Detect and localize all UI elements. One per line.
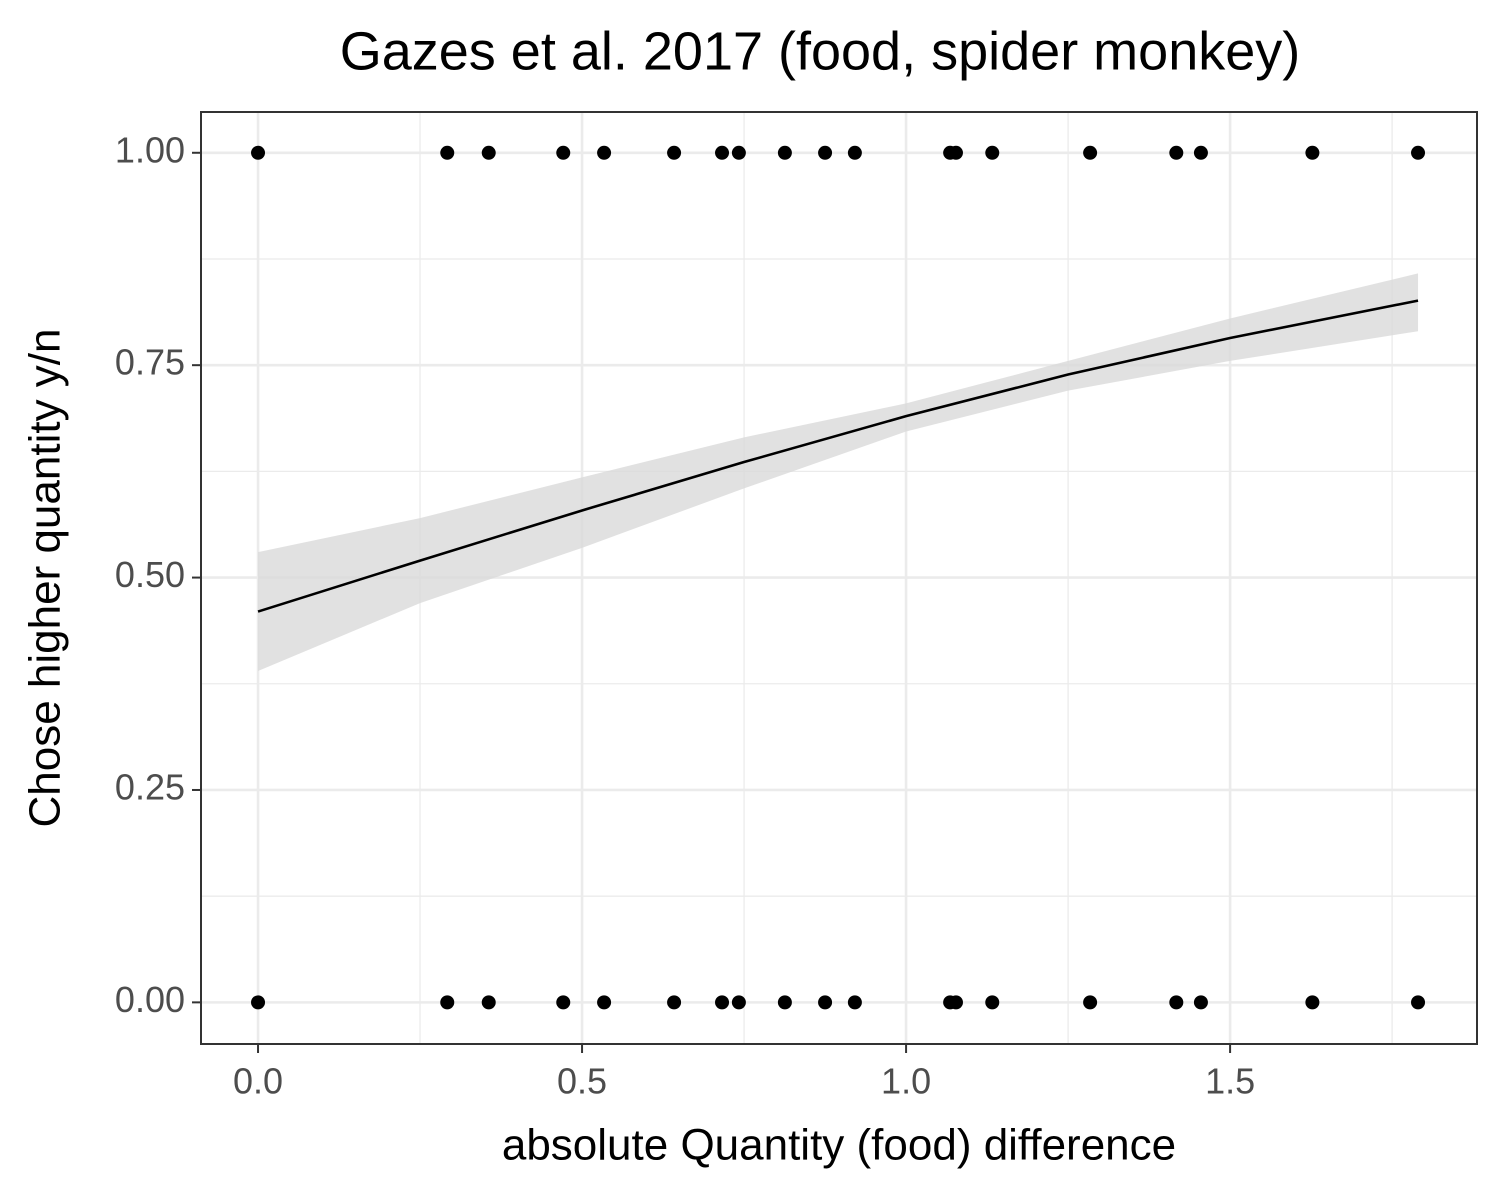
- x-tick-label: 0.0: [233, 1061, 283, 1102]
- point: [481, 995, 496, 1010]
- y-tick-label: 1.00: [115, 129, 185, 170]
- ticks: 0.0 0.5 1.0 1.5 0.00 0.25 0.50 0.75 1.00: [115, 129, 1255, 1101]
- point: [1305, 145, 1320, 160]
- y-tick-label: 0.75: [115, 342, 185, 383]
- point: [1411, 995, 1426, 1010]
- point: [597, 995, 612, 1010]
- point: [556, 995, 571, 1010]
- point: [556, 145, 571, 160]
- point: [1193, 145, 1208, 160]
- point: [1169, 995, 1184, 1010]
- point: [1083, 145, 1098, 160]
- point: [440, 145, 455, 160]
- point: [1193, 995, 1208, 1010]
- point: [440, 995, 455, 1010]
- point: [818, 995, 833, 1010]
- grid: [201, 112, 1477, 1044]
- x-tick-label: 1.5: [1205, 1061, 1255, 1102]
- y-tick-label: 0.00: [115, 979, 185, 1020]
- y-tick-label: 0.50: [115, 554, 185, 595]
- point: [818, 145, 833, 160]
- point: [731, 995, 746, 1010]
- point: [251, 145, 266, 160]
- point: [948, 995, 963, 1010]
- point: [1083, 995, 1098, 1010]
- point: [667, 995, 682, 1010]
- point: [597, 145, 612, 160]
- point: [715, 145, 730, 160]
- point: [847, 145, 862, 160]
- point: [715, 995, 730, 1010]
- chart-title: Gazes et al. 2017 (food, spider monkey): [340, 21, 1301, 81]
- point: [985, 995, 1000, 1010]
- x-tick-label: 0.5: [557, 1061, 607, 1102]
- y-axis-title: Chose higher quantity y/n: [21, 329, 70, 828]
- marks: [251, 145, 1426, 1010]
- point: [1169, 145, 1184, 160]
- point: [481, 145, 496, 160]
- point: [847, 995, 862, 1010]
- x-tick-label: 1.0: [881, 1061, 931, 1102]
- y-tick-label: 0.25: [115, 766, 185, 807]
- point: [948, 145, 963, 160]
- point: [731, 145, 746, 160]
- point: [777, 145, 792, 160]
- point: [667, 145, 682, 160]
- point: [251, 995, 266, 1010]
- point: [1305, 995, 1320, 1010]
- x-axis-title: absolute Quantity (food) difference: [502, 1121, 1176, 1170]
- point: [1411, 145, 1426, 160]
- point: [777, 995, 792, 1010]
- fit-line: [257, 299, 1419, 613]
- confidence-band: [258, 273, 1419, 672]
- point: [985, 145, 1000, 160]
